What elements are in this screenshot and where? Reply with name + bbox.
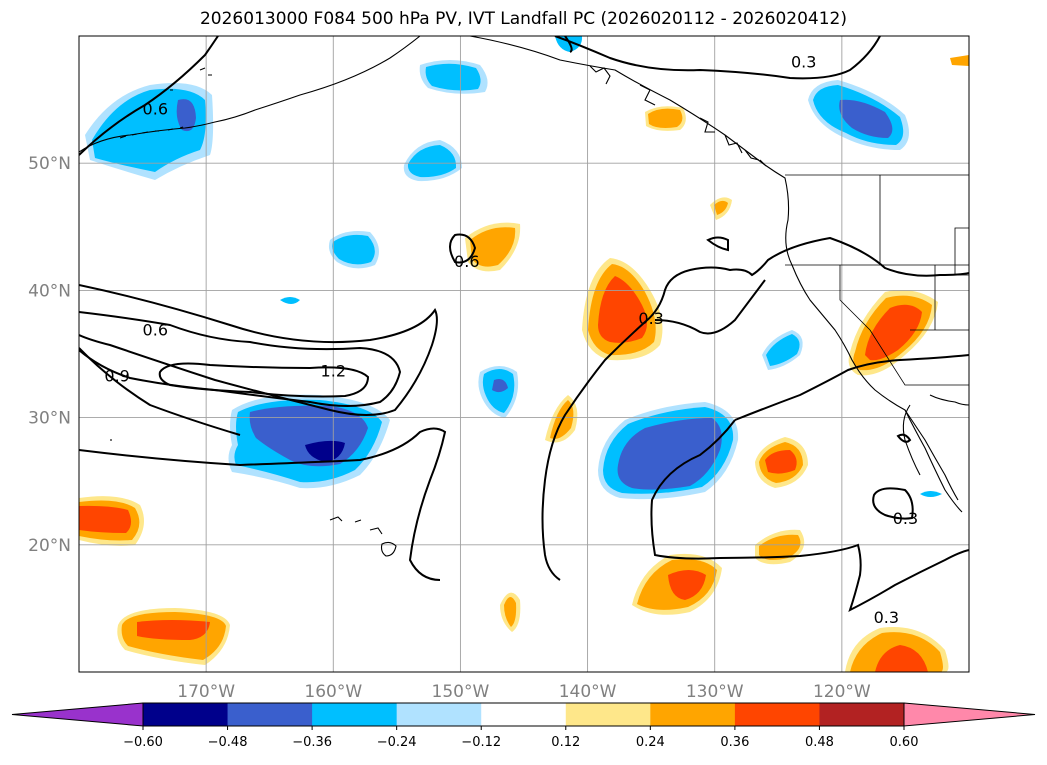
latitude-labels: 20°N 30°N 40°N 50°N bbox=[28, 154, 71, 556]
pv-blob-negative bbox=[228, 394, 390, 489]
contour-label: 0.3 bbox=[874, 608, 899, 627]
map-frame bbox=[78, 35, 970, 673]
pv-anomaly-fills bbox=[79, 36, 969, 672]
figure-title: 2026013000 F084 500 hPa PV, IVT Landfall… bbox=[199, 9, 847, 29]
colorbar-tick-label: −0.48 bbox=[208, 735, 248, 750]
colorbar-bin bbox=[143, 703, 229, 726]
latitude-tick-label: 30°N bbox=[28, 409, 71, 429]
pv-blob-positive bbox=[117, 608, 230, 665]
longitude-tick-label: 130°W bbox=[686, 682, 744, 702]
colorbar-tick-label: 0.60 bbox=[890, 735, 919, 750]
colorbar-under-extension bbox=[11, 702, 144, 727]
pv-blob-positive bbox=[950, 55, 969, 66]
longitude-tick-label: 120°W bbox=[813, 682, 871, 702]
colorbar-tick-label: −0.24 bbox=[377, 735, 417, 750]
colorbar-bin bbox=[650, 703, 736, 726]
pv-blob-positive bbox=[848, 289, 938, 376]
pv-blob-positive bbox=[582, 258, 663, 361]
longitude-tick-label: 140°W bbox=[559, 682, 617, 702]
coastlines bbox=[79, 36, 969, 557]
pv-blob-negative bbox=[403, 140, 462, 182]
contour-label: 1.2 bbox=[321, 361, 346, 380]
pv-blob-negative bbox=[478, 366, 519, 418]
colorbar-tick-label: −0.60 bbox=[123, 735, 163, 750]
contour-label: 0.3 bbox=[893, 509, 918, 528]
contour-label: 0.6 bbox=[143, 99, 168, 118]
colorbar-tick-label: 0.48 bbox=[805, 735, 834, 750]
pv-blob-negative bbox=[598, 402, 739, 500]
colorbar-tick-label: 0.36 bbox=[720, 735, 749, 750]
longitude-tick-label: 150°W bbox=[432, 682, 490, 702]
pv-blob-positive bbox=[545, 395, 578, 443]
colorbar-bin bbox=[227, 703, 313, 726]
pv-blob-negative bbox=[328, 231, 379, 269]
colorbar-over-extension bbox=[903, 702, 1036, 727]
contour-label: 0.9 bbox=[104, 366, 129, 385]
colorbar-bin bbox=[819, 703, 905, 726]
contour-label: 0.6 bbox=[454, 252, 479, 271]
latitude-tick-label: 20°N bbox=[28, 536, 71, 556]
pv-blob-positive bbox=[755, 529, 805, 565]
colorbar-bin bbox=[481, 703, 567, 726]
contour-label: 0.3 bbox=[791, 52, 816, 71]
contour-label: 0.6 bbox=[143, 321, 168, 340]
longitude-tick-label: 170°W bbox=[177, 682, 235, 702]
pv-blob-positive bbox=[645, 106, 686, 131]
colorbar-bin bbox=[312, 703, 398, 726]
pv-blob-positive bbox=[710, 197, 732, 220]
ivt-contours bbox=[79, 36, 969, 612]
pv-blob-positive bbox=[632, 553, 722, 615]
pv-blob-positive bbox=[465, 222, 521, 272]
pv-blob-negative bbox=[419, 60, 488, 94]
colorbar-tick-label: 0.12 bbox=[551, 735, 580, 750]
longitude-tick-label: 160°W bbox=[304, 682, 362, 702]
colorbar: −0.60 −0.48 −0.36 −0.24 −0.12 0.12 0.24 0.36 0.4… bbox=[11, 702, 1036, 750]
pv-blob-positive bbox=[755, 437, 808, 488]
contour-label: 0.3 bbox=[638, 309, 663, 328]
colorbar-frame bbox=[142, 702, 905, 727]
colorbar-bin bbox=[734, 703, 820, 726]
colorbar-tick-label: 0.24 bbox=[636, 735, 665, 750]
pv-blob-positive bbox=[845, 626, 949, 672]
latitude-tick-label: 40°N bbox=[28, 281, 71, 301]
graticule bbox=[79, 36, 969, 672]
colorbar-tick-label: −0.36 bbox=[292, 735, 332, 750]
pv-blob-negative bbox=[555, 36, 583, 52]
colorbar-bin bbox=[396, 703, 482, 726]
pv-blob-negative bbox=[762, 330, 803, 370]
longitude-labels: 170°W 160°W 150°W 140°W 130°W 120°W bbox=[177, 682, 871, 702]
contour-labels: 0.6 0.3 0.6 0.6 0.3 1.2 0.9 0.3 0.3 bbox=[104, 52, 918, 627]
latitude-tick-label: 50°N bbox=[28, 154, 71, 174]
pv-blob-negative bbox=[85, 82, 214, 180]
pv-blob-positive bbox=[500, 592, 521, 632]
pv-blob-positive bbox=[79, 496, 144, 546]
colorbar-bin bbox=[565, 703, 651, 726]
colorbar-tick-label: −0.12 bbox=[461, 735, 501, 750]
pv-blob-negative bbox=[808, 80, 909, 150]
